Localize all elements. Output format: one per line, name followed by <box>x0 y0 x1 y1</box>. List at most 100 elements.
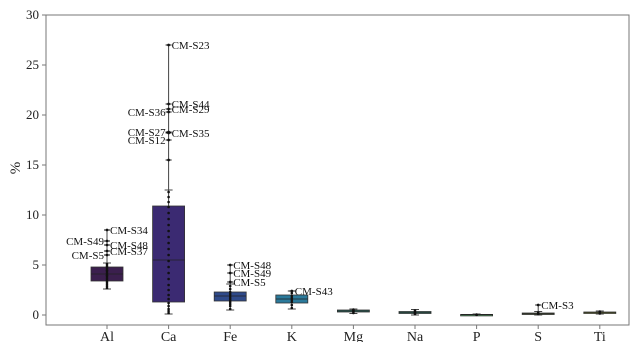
y-axis: 0 5 10 15 20 25 30 <box>26 7 46 322</box>
data-point <box>167 283 170 287</box>
x-tick-label: Ca <box>161 330 177 342</box>
data-point <box>167 259 170 263</box>
data-point <box>290 303 294 307</box>
outlier-point <box>167 43 171 47</box>
y-tick-label: 15 <box>26 157 39 172</box>
data-point <box>167 293 170 297</box>
outlier-point <box>167 102 171 106</box>
data-point <box>167 195 170 199</box>
data-point <box>167 297 170 301</box>
outlier-point <box>167 131 171 135</box>
data-point <box>167 190 170 194</box>
outlier-point <box>167 107 171 111</box>
data-point <box>352 308 355 311</box>
box-ti <box>583 310 617 315</box>
data-point <box>105 282 109 286</box>
data-point <box>105 262 109 266</box>
data-point <box>105 271 109 275</box>
outlier-label: CM-S29 <box>172 104 210 116</box>
box-p <box>460 313 494 317</box>
outlier-point <box>105 243 109 247</box>
data-point <box>167 307 170 311</box>
x-tick-label: Na <box>407 330 424 342</box>
outlier-label: CM-S5 <box>72 250 105 262</box>
outlier-point <box>105 228 109 232</box>
data-point <box>228 304 232 308</box>
data-point <box>105 276 109 280</box>
outlier-point <box>167 138 171 142</box>
outlier-point <box>228 280 232 284</box>
outlier-label: CM-S3 <box>541 300 574 312</box>
x-tick-label: Fe <box>223 330 237 342</box>
data-point <box>290 291 294 295</box>
data-point <box>167 217 170 221</box>
x-tick-label: S <box>534 330 542 342</box>
x-tick-label: Ti <box>594 330 606 342</box>
data-point <box>228 287 232 291</box>
data-point <box>167 304 170 308</box>
outlier-point <box>228 263 232 267</box>
data-point <box>536 311 540 314</box>
x-axis: Al Ca Fe K Mg Na P S Ti <box>100 325 606 342</box>
box-k: CM-S43 <box>275 286 333 310</box>
data-point <box>167 309 170 313</box>
data-point <box>228 300 232 304</box>
outlier-label: CM-S36 <box>128 107 166 119</box>
x-tick-label: K <box>287 330 297 342</box>
data-point <box>167 271 170 275</box>
data-point <box>228 290 232 294</box>
outlier-label: CM-S35 <box>172 128 210 140</box>
data-point <box>167 241 170 245</box>
data-point <box>290 298 294 302</box>
outlier-label: CM-S43 <box>295 286 333 298</box>
outlier-label: CM-S23 <box>172 40 210 52</box>
y-axis-title: % <box>8 162 24 175</box>
x-tick-label: Al <box>100 330 114 342</box>
data-point <box>290 300 294 304</box>
data-point <box>228 298 232 302</box>
data-point <box>167 253 170 257</box>
data-point <box>105 284 109 288</box>
box-na <box>398 309 432 316</box>
data-point <box>105 278 109 282</box>
data-point <box>105 268 109 272</box>
data-point <box>167 223 170 227</box>
x-tick-label: Mg <box>344 330 363 342</box>
box-mg <box>336 308 370 315</box>
data-point <box>228 294 232 298</box>
y-tick-label: 5 <box>33 257 40 272</box>
outlier-label: CM-S5 <box>233 277 266 289</box>
data-point <box>167 311 170 315</box>
data-point <box>598 312 602 315</box>
outlier-label: CM-S49 <box>66 236 104 248</box>
data-point <box>228 292 232 296</box>
data-point <box>167 247 170 251</box>
y-tick-label: 0 <box>33 307 40 322</box>
data-point <box>228 284 232 288</box>
outlier-label: CM-S27 <box>128 127 166 139</box>
data-point <box>413 309 417 312</box>
outlier-label: CM-S37 <box>110 246 148 258</box>
outlier-point <box>290 289 294 293</box>
data-point <box>228 296 232 300</box>
y-tick-label: 10 <box>26 207 39 222</box>
outlier-point <box>167 110 171 114</box>
outlier-point <box>105 253 109 257</box>
outlier-label: CM-S48 <box>233 260 271 272</box>
data-point <box>105 273 109 277</box>
data-point <box>598 310 602 313</box>
outlier-point <box>167 158 171 162</box>
outlier-label: CM-S49 <box>233 268 271 280</box>
data-point <box>167 200 170 204</box>
outlier-point <box>105 249 109 253</box>
outlier-label: CM-S44 <box>172 99 210 111</box>
outlier-label: CM-S12 <box>128 135 166 147</box>
data-point <box>167 288 170 292</box>
y-tick-label: 25 <box>26 57 39 72</box>
data-point <box>105 286 109 290</box>
data-point <box>167 211 170 215</box>
